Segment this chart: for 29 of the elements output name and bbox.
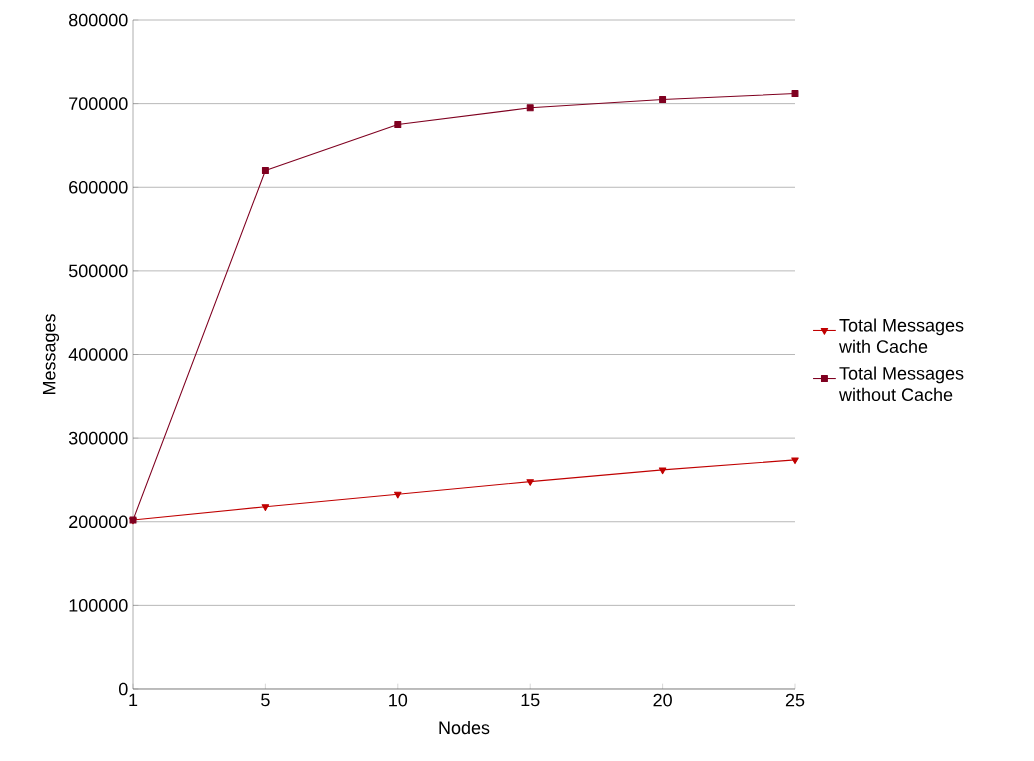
y-tick-label: 800000 [69, 13, 128, 27]
point [394, 491, 402, 499]
y-tick-label: 400000 [68, 348, 128, 361]
x-tick-label: 10 [389, 693, 408, 707]
y-tick-label: 600000 [69, 180, 128, 194]
y-tick-label: 300000 [68, 431, 128, 445]
legend-label: Total Messages with Cache [838, 318, 964, 353]
legend-label: Total Messages without Cache [838, 366, 964, 402]
point [791, 90, 799, 98]
x-tick-label: 15 [521, 693, 540, 707]
y-tick-label: 500000 [68, 264, 128, 278]
y-tick-label: 100000 [69, 599, 128, 612]
x-tick-label: 1 [129, 693, 138, 707]
y-axis-title: Messages [42, 314, 60, 395]
y-tick-label: 200000 [69, 515, 128, 529]
x-tick-label: 5 [261, 693, 270, 707]
point [526, 479, 534, 486]
x-axis-title: Nodes [439, 720, 490, 735]
point [261, 504, 270, 511]
y-tick-label: 700000 [69, 97, 128, 110]
point [659, 95, 667, 103]
x-tick-label: 20 [653, 693, 672, 707]
point [791, 457, 799, 465]
x-tick-label: 25 [785, 693, 805, 707]
point [526, 104, 534, 112]
point [394, 121, 402, 129]
y-tick-label: 0 [118, 682, 128, 696]
point [261, 167, 269, 174]
point [658, 467, 667, 475]
